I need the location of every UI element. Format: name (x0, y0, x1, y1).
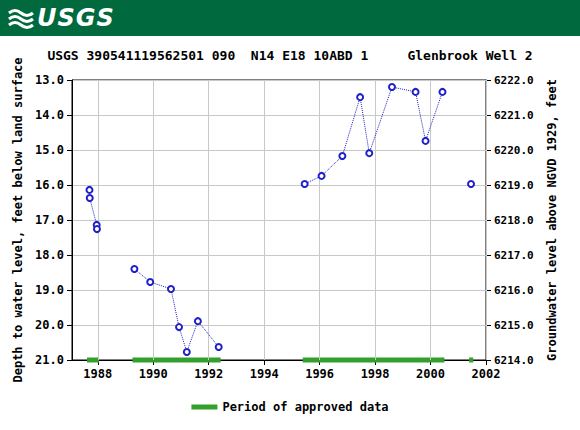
svg-text:1998: 1998 (361, 367, 390, 381)
svg-text:6218.0: 6218.0 (494, 214, 534, 227)
svg-text:1990: 1990 (139, 367, 168, 381)
svg-text:17.0: 17.0 (35, 213, 64, 227)
svg-text:21.0: 21.0 (35, 353, 64, 367)
svg-text:6214.0: 6214.0 (494, 354, 534, 367)
html-text:USGS: USGS (37, 4, 115, 32)
svg-text:6217.0: 6217.0 (494, 249, 534, 262)
svg-text:Groundwater level above NGVD 1: Groundwater level above NGVD 1929, feet (545, 79, 559, 361)
svg-text:Period of approved data: Period of approved data (222, 400, 388, 414)
svg-text:18.0: 18.0 (35, 248, 64, 262)
svg-text:6215.0: 6215.0 (494, 319, 534, 332)
svg-text:6222.0: 6222.0 (494, 74, 534, 87)
svg-text:6219.0: 6219.0 (494, 179, 534, 192)
svg-text:Depth to water level, feet bel: Depth to water level, feet below land su… (11, 57, 25, 382)
svg-text:19.0: 19.0 (35, 283, 64, 297)
svg-text:USGS 390541119562501 090 N14: USGS 390541119562501 090 N14 E18 10ABD 1… (47, 48, 532, 63)
svg-text:1994: 1994 (250, 367, 279, 381)
svg-text:14.0: 14.0 (35, 108, 64, 122)
svg-text:6220.0: 6220.0 (494, 144, 534, 157)
svg-text:15.0: 15.0 (35, 143, 64, 157)
svg-text:6221.0: 6221.0 (494, 109, 534, 122)
svg-text:1988: 1988 (83, 367, 112, 381)
svg-text:1996: 1996 (305, 367, 334, 381)
svg-text:16.0: 16.0 (35, 178, 64, 192)
svg-text:1992: 1992 (194, 367, 223, 381)
svg-text:2002: 2002 (472, 367, 501, 381)
svg-text:13.0: 13.0 (35, 73, 64, 87)
svg-text:6216.0: 6216.0 (494, 284, 534, 297)
svg-text:20.0: 20.0 (35, 318, 64, 332)
svg-text:2000: 2000 (416, 367, 445, 381)
